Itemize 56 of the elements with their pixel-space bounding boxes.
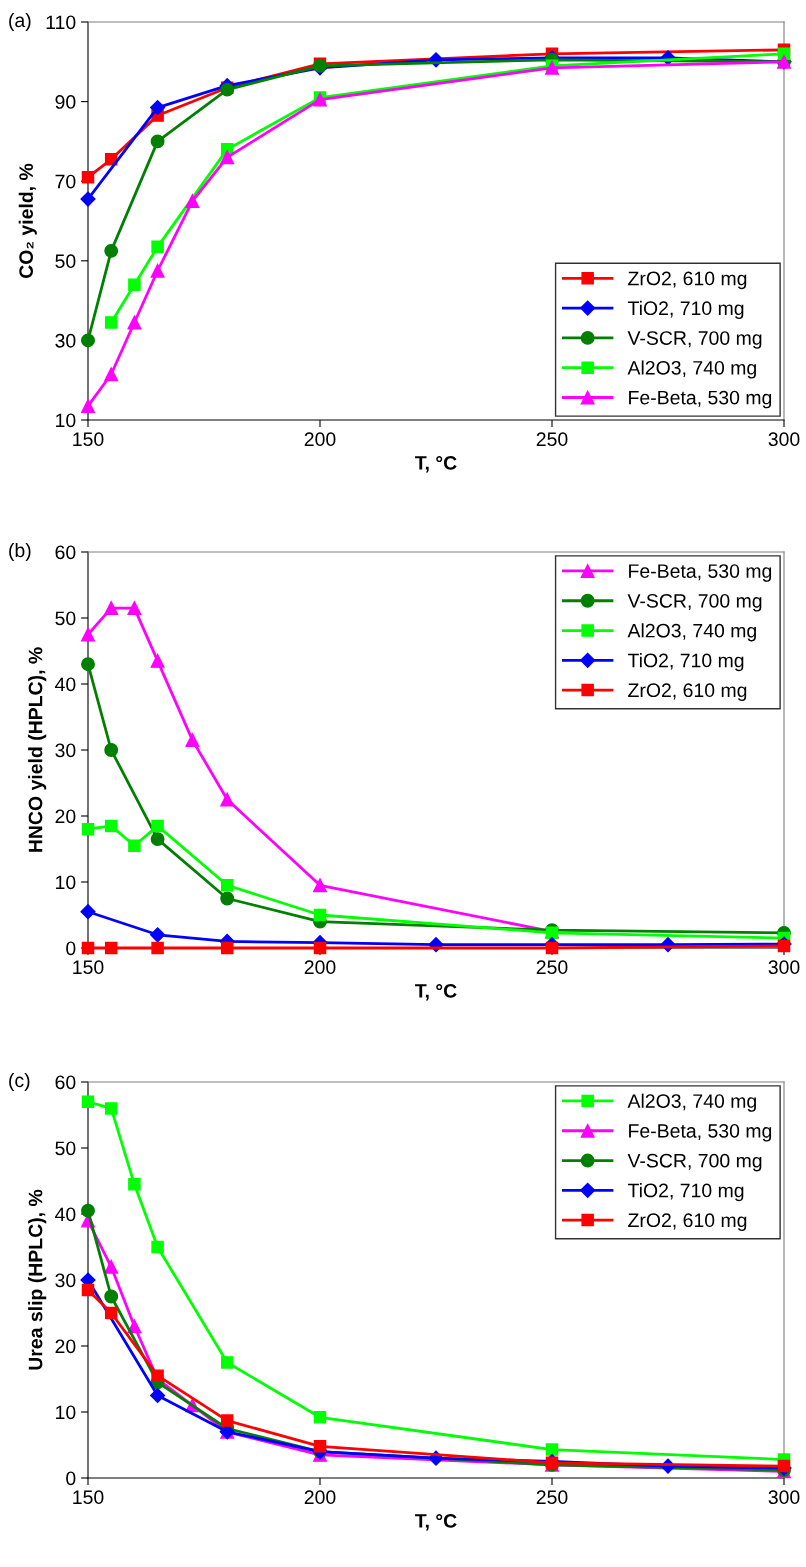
y-axis-title: CO₂ yield, %	[18, 163, 37, 279]
y-tick-label: 90	[55, 95, 76, 109]
x-tick-label: 200	[304, 432, 336, 447]
y-tick-label: 10	[56, 1405, 76, 1420]
x-axis-title: T, °C	[415, 456, 457, 473]
legend-label: ZrO2, 610 mg	[628, 1213, 747, 1231]
x-tick-label: 150	[73, 432, 104, 447]
x-tick-label: 250	[536, 432, 568, 447]
y-tick-label: 50	[55, 1141, 76, 1156]
x-tick-label: 300	[768, 432, 800, 447]
y-tick-label: 20	[55, 1339, 76, 1354]
y-tick-label: 10	[56, 875, 76, 890]
text: (a)	[9, 12, 31, 32]
legend-label: Al2O3, 740 mg	[627, 623, 756, 642]
y-tick-label: 110	[46, 15, 76, 30]
legend-label: Al2O3, 740 mg	[627, 1093, 756, 1112]
legend-label: Al2O3, 740 mg	[627, 360, 756, 379]
text: (b)	[9, 542, 31, 562]
x-tick-label: 300	[768, 1490, 800, 1505]
x-axis-title: T, °C	[415, 984, 457, 1001]
x-tick-label: 150	[73, 1490, 104, 1505]
y-axis-title: Urea slip (HPLC), %	[28, 1189, 47, 1370]
x-tick-label: 200	[304, 960, 336, 975]
legend-label: ZrO2, 610 mg	[628, 683, 747, 701]
x-tick-label: 300	[768, 960, 800, 975]
legend-label: Fe-Beta, 530 mg	[629, 390, 772, 409]
y-tick-label: 0	[66, 941, 76, 956]
y-tick-label: 40	[55, 677, 76, 692]
legend-label: V-SCR, 700 mg	[627, 1153, 762, 1172]
text: (c)	[9, 1072, 30, 1092]
legend-label: Fe-Beta, 530 mg	[629, 1123, 772, 1142]
legend-label: TiO2, 710 mg	[627, 1183, 744, 1202]
y-tick-label: 70	[55, 174, 76, 189]
x-tick-label: 200	[304, 1490, 336, 1505]
y-tick-label: 30	[55, 743, 76, 758]
x-tick-label: 250	[536, 960, 568, 975]
x-tick-label: 250	[536, 1490, 568, 1505]
x-axis-title: T, °C	[415, 1514, 457, 1531]
legend-label: V-SCR, 700 mg	[627, 331, 762, 349]
y-tick-label: 40	[55, 1207, 76, 1222]
y-tick-label: 20	[55, 809, 76, 824]
x-tick-label: 150	[73, 960, 104, 975]
y-axis-title: HNCO yield (HPLC), %	[28, 647, 47, 852]
y-tick-label: 50	[55, 611, 76, 626]
y-tick-label: 30	[55, 1273, 76, 1288]
legend-label: ZrO2, 610 mg	[628, 271, 747, 290]
y-tick-label: 60	[55, 545, 76, 560]
legend-label: V-SCR, 700 mg	[627, 593, 762, 612]
legend-label: Fe-Beta, 530 mg	[629, 564, 772, 582]
legend-label: TiO2, 710 mg	[627, 653, 744, 672]
y-tick-label: 10	[56, 413, 76, 428]
y-tick-label: 30	[55, 333, 76, 348]
legend-label: TiO2, 710 mg	[627, 300, 744, 319]
y-tick-label: 60	[55, 1075, 76, 1090]
y-tick-label: 50	[55, 254, 76, 269]
y-tick-label: 0	[66, 1471, 76, 1486]
